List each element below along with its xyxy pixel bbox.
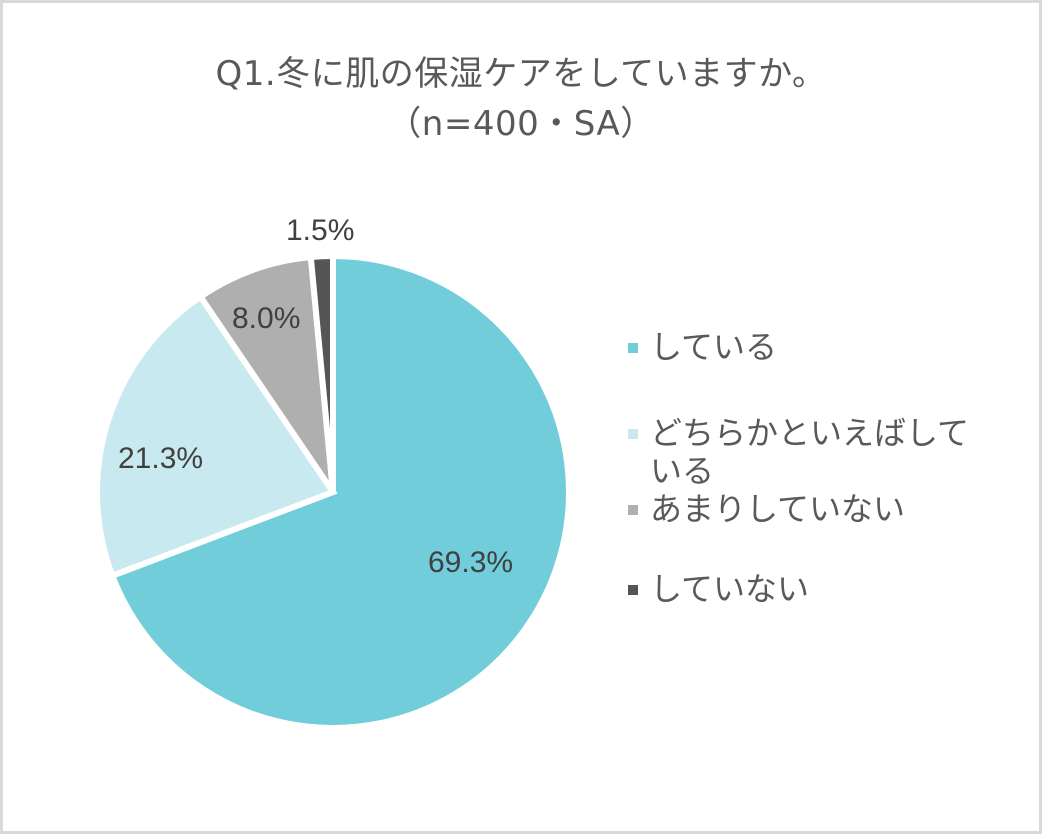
legend-label: している [650,328,778,366]
legend-label: あまりしていない [650,490,906,528]
legend-swatch-icon [628,343,638,353]
legend-label: していない [650,570,810,608]
data-label-shiteinai: 1.5% [286,214,355,247]
slice-shiteinai [307,252,336,493]
chart-title: Q1.冬に肌の保湿ケアをしていますか。 [215,54,827,94]
chart-subtitle: （n=400・SA） [387,104,655,144]
data-label-amari: 8.0% [232,302,301,335]
legend-swatch-icon [628,585,638,595]
legend-label: どちらかといえばしている [650,414,970,490]
slice-shiteiru [108,252,572,731]
legend-swatch-icon [628,505,638,515]
data-label-shiteiru: 69.3% [428,546,514,579]
slice-amari [196,253,336,494]
slice-dochiraka [94,292,338,580]
legend-swatch-icon [628,429,638,439]
data-label-dochiraka: 21.3% [118,442,204,475]
